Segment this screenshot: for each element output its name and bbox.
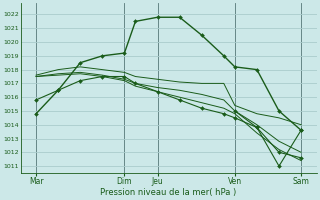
X-axis label: Pression niveau de la mer( hPa ): Pression niveau de la mer( hPa )	[100, 188, 237, 197]
